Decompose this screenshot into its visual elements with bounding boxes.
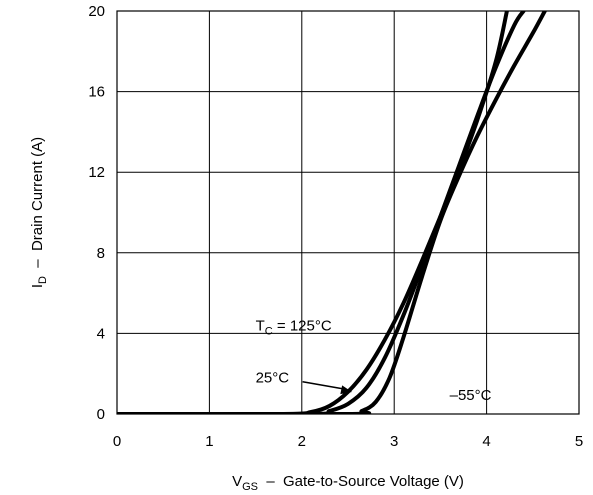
series-line-1	[117, 11, 509, 414]
annotation-125c-sub: C	[265, 325, 273, 337]
y-tick-label: 8	[97, 245, 105, 262]
y-axis-label-rest: – Drain Current (A)	[29, 137, 46, 276]
grid	[117, 11, 579, 414]
y-tick-label: 12	[88, 164, 105, 181]
y-tick-label: 4	[97, 325, 105, 342]
annotation-25c: 25°C	[256, 370, 290, 387]
y-tick-label: 20	[88, 3, 105, 20]
annotation-125c: TC = 125°C	[256, 317, 332, 337]
annotation-25c-arrow	[302, 380, 345, 390]
series-line-3	[117, 11, 547, 414]
x-axis-label-rest: – Gate-to-Source Voltage (V)	[258, 473, 464, 490]
x-tick-label: 1	[205, 433, 213, 450]
x-axis-label-main: V	[232, 473, 242, 490]
y-tick-label: 0	[97, 406, 105, 423]
series-line-2	[117, 11, 526, 414]
y-axis-label-main: I	[29, 284, 46, 288]
annotation-125c-rest: = 125°C	[273, 317, 332, 334]
curves	[117, 11, 547, 414]
x-tick-label: 5	[575, 433, 583, 450]
x-axis-label-sub: GS	[242, 481, 258, 493]
y-tick-label: 16	[88, 84, 105, 101]
y-axis-label-sub: D	[37, 276, 49, 284]
annotation-25c-arrowhead	[340, 385, 352, 395]
annotation-125c-main: T	[256, 317, 265, 334]
x-tick-label: 4	[482, 433, 490, 450]
x-tick-label: 0	[113, 433, 121, 450]
y-axis-label: ID – Drain Current (A)	[29, 137, 49, 288]
x-tick-label: 3	[390, 433, 398, 450]
annotation-minus55c: –55°C	[450, 387, 492, 404]
x-tick-label: 2	[298, 433, 306, 450]
x-axis-label: VGS – Gate-to-Source Voltage (V)	[232, 473, 464, 493]
